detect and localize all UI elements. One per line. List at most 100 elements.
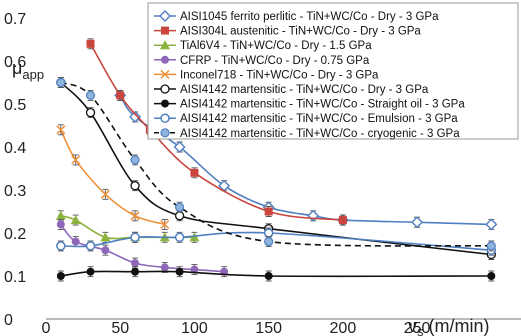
legend: AISI1045 ferrito perlitic - TiN+WC/Co - … bbox=[147, 2, 519, 140]
series-line bbox=[60, 270, 492, 278]
data-point bbox=[100, 189, 110, 199]
data-point bbox=[131, 267, 140, 276]
legend-entry: AISI1045 ferrito perlitic - TiN+WC/Co - … bbox=[154, 10, 439, 23]
data-point bbox=[174, 202, 185, 212]
legend-label: AISI1045 ferrito perlitic - TiN+WC/Co - … bbox=[180, 11, 439, 23]
legend-label: AISI4142 martensitic - TiN+WC/Co - Emuls… bbox=[180, 113, 458, 125]
legend-label: AISI4142 martensitic - TiN+WC/Co - cryog… bbox=[180, 128, 460, 140]
data-point bbox=[159, 10, 171, 22]
data-point bbox=[264, 272, 273, 280]
data-point bbox=[130, 211, 140, 221]
data-point bbox=[160, 219, 170, 229]
x-tick-label: 200 bbox=[330, 320, 357, 336]
y-tick-labels: 0 0.1 0.2 0.3 0.4 0.5 0.6 0.7 bbox=[4, 11, 26, 329]
data-point bbox=[70, 215, 81, 225]
data-point bbox=[190, 168, 199, 177]
data-point bbox=[264, 237, 274, 247]
legend-label: AISI4142 martensitic - TiN+WC/Co - Dry -… bbox=[180, 84, 429, 96]
series-line bbox=[60, 215, 195, 240]
data-point bbox=[71, 155, 81, 165]
y-tick-label: 0.4 bbox=[4, 140, 26, 157]
x-axis-subscript: s bbox=[417, 324, 424, 336]
series-4 bbox=[56, 218, 229, 278]
y-tick-label: 0 bbox=[4, 312, 13, 329]
legend-label: CFRP - TiN+WC/Co - Dry - 0.75 GPa bbox=[180, 55, 370, 67]
data-point bbox=[160, 84, 170, 94]
legend-entry: Inconel718 - TiN+WC/Co - Dry - 3 GPa bbox=[154, 69, 379, 81]
data-point bbox=[485, 218, 498, 231]
data-point bbox=[161, 99, 169, 108]
y-tick-label: 0.2 bbox=[4, 226, 26, 243]
series-8 bbox=[56, 227, 497, 256]
legend-box bbox=[147, 2, 519, 140]
x-axis-unit: (m/min) bbox=[424, 316, 490, 336]
data-point bbox=[131, 259, 140, 268]
data-point bbox=[85, 107, 96, 118]
data-point bbox=[130, 232, 140, 243]
data-point bbox=[486, 241, 496, 251]
data-point bbox=[56, 220, 65, 229]
x-tick-label: 0 bbox=[42, 320, 51, 336]
legend-label: AISI304L austenitic - TiN+WC/Co - Dry - … bbox=[180, 26, 421, 38]
x-tick-labels: 0 50 100 150 200 250 bbox=[42, 320, 431, 336]
data-point bbox=[487, 272, 496, 280]
data-point bbox=[86, 39, 95, 48]
data-point bbox=[100, 232, 111, 242]
legend-label: AISI4142 martensitic - TiN+WC/Co - Strai… bbox=[180, 99, 465, 111]
data-point bbox=[175, 267, 184, 276]
data-point bbox=[174, 211, 185, 221]
series-layer bbox=[55, 38, 498, 282]
data-point bbox=[71, 237, 80, 246]
y-axis-subscript: app bbox=[22, 67, 44, 82]
legend-entry: AISI4142 martensitic - TiN+WC/Co - Emuls… bbox=[154, 113, 458, 125]
data-point bbox=[129, 110, 142, 123]
y-tick-label: 0.6 bbox=[4, 54, 26, 71]
series-5 bbox=[56, 124, 170, 230]
y-axis-title: μapp bbox=[12, 58, 44, 82]
data-point bbox=[85, 241, 96, 251]
data-point bbox=[338, 216, 347, 225]
data-point bbox=[174, 232, 185, 243]
data-point bbox=[56, 241, 66, 251]
data-point bbox=[160, 69, 170, 79]
data-point bbox=[263, 228, 274, 238]
data-point bbox=[86, 267, 95, 276]
data-point bbox=[101, 246, 110, 255]
data-point bbox=[56, 272, 65, 280]
legend-entry: AISI4142 martensitic - TiN+WC/Co - cryog… bbox=[154, 128, 460, 140]
x-axis-symbol: v bbox=[408, 316, 417, 336]
data-point bbox=[411, 216, 424, 229]
y-axis-symbol: μ bbox=[12, 58, 22, 78]
data-point bbox=[161, 55, 169, 64]
data-point bbox=[161, 26, 169, 35]
x-tick-label: 100 bbox=[181, 320, 208, 336]
legend-entry: TiAl6V4 - TiN+WC/Co - Dry - 1.5 GPa bbox=[154, 40, 372, 52]
legend-entry: CFRP - TiN+WC/Co - Dry - 0.75 GPa bbox=[154, 55, 370, 67]
x-axis-title: vs (m/min) bbox=[408, 316, 490, 336]
series-line bbox=[60, 223, 225, 273]
data-point bbox=[130, 155, 140, 165]
legend-label: Inconel718 - TiN+WC/Co - Dry - 3 GPa bbox=[180, 69, 379, 81]
data-point bbox=[173, 141, 186, 153]
data-point bbox=[264, 207, 273, 216]
y-tick-label: 0.3 bbox=[4, 183, 26, 200]
y-tick-label: 0.5 bbox=[4, 97, 26, 114]
series-line bbox=[60, 129, 165, 226]
data-point bbox=[55, 210, 66, 220]
data-point bbox=[160, 128, 170, 138]
legend-entry: AISI4142 martensitic - TiN+WC/Co - Dry -… bbox=[154, 84, 429, 96]
series-9 bbox=[56, 77, 496, 252]
data-point bbox=[56, 125, 66, 135]
y-tick-label: 0.1 bbox=[4, 269, 26, 286]
data-point bbox=[56, 77, 66, 88]
x-tick-label: 150 bbox=[255, 320, 282, 336]
series-7 bbox=[56, 266, 496, 282]
x-tick-label: 50 bbox=[111, 320, 129, 336]
data-point bbox=[160, 40, 170, 50]
y-tick-label: 0.7 bbox=[4, 11, 26, 28]
legend-entry: AISI4142 martensitic - TiN+WC/Co - Strai… bbox=[154, 99, 465, 111]
data-point bbox=[160, 263, 169, 272]
legend-entry: AISI304L austenitic - TiN+WC/Co - Dry - … bbox=[154, 26, 421, 38]
data-point bbox=[130, 181, 140, 191]
